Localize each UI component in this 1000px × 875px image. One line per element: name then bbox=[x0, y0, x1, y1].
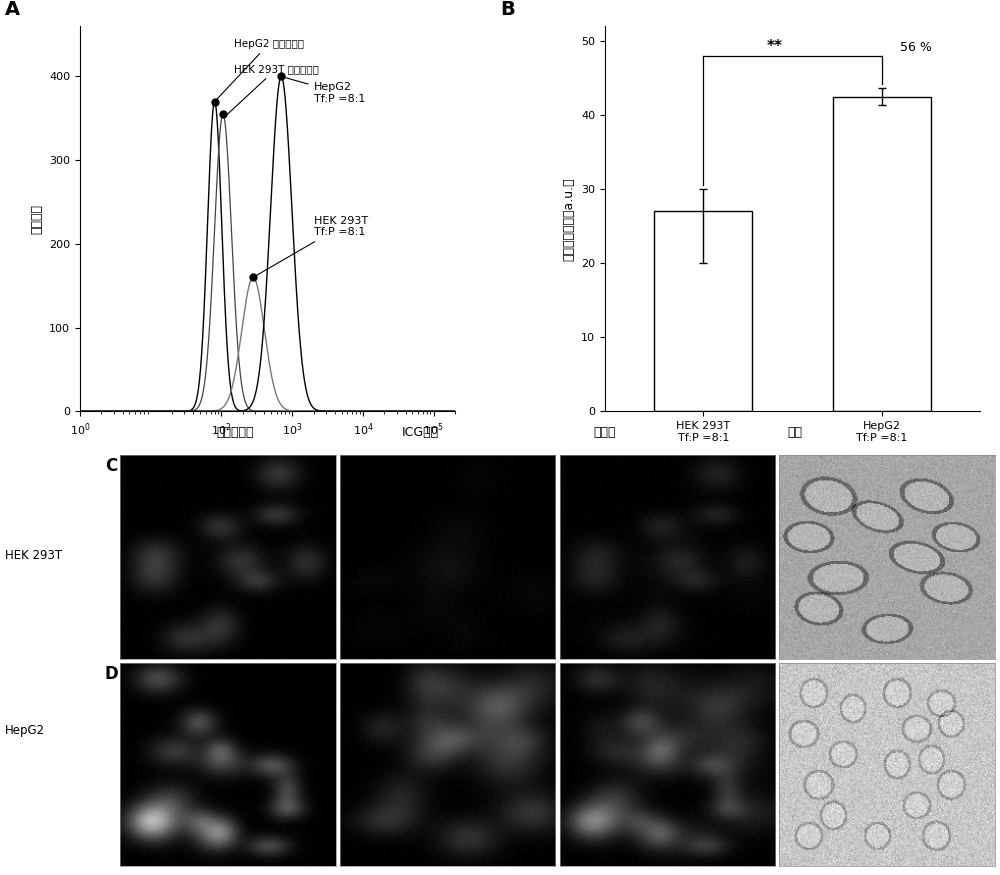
Text: HEK 293T: HEK 293T bbox=[5, 550, 62, 562]
Text: HepG2 空白对照组: HepG2 空白对照组 bbox=[217, 38, 304, 100]
Text: **: ** bbox=[767, 38, 783, 53]
Text: HepG2: HepG2 bbox=[5, 724, 45, 737]
Bar bbox=[833, 96, 931, 411]
Text: C: C bbox=[106, 457, 118, 475]
Y-axis label: 细胞计数: 细胞计数 bbox=[31, 204, 44, 234]
Y-axis label: 平均荧光强度（a.u.）: 平均荧光强度（a.u.） bbox=[563, 177, 576, 261]
Text: B: B bbox=[500, 0, 515, 18]
Text: HEK 293T
Tf:P =8:1: HEK 293T Tf:P =8:1 bbox=[256, 216, 368, 276]
Text: HepG2
Tf:P =8:1: HepG2 Tf:P =8:1 bbox=[284, 77, 365, 103]
Text: HEK 293T 空白对照组: HEK 293T 空白对照组 bbox=[225, 64, 319, 116]
Text: ICG荧光: ICG荧光 bbox=[401, 426, 439, 439]
Bar bbox=[654, 212, 752, 411]
Text: 56 %: 56 % bbox=[900, 40, 932, 53]
Text: 明场: 明场 bbox=[788, 426, 802, 439]
Text: D: D bbox=[104, 665, 118, 682]
Text: 细胞核荧光: 细胞核荧光 bbox=[216, 426, 254, 439]
Text: 叠加图: 叠加图 bbox=[594, 426, 616, 439]
Text: A: A bbox=[5, 0, 20, 18]
